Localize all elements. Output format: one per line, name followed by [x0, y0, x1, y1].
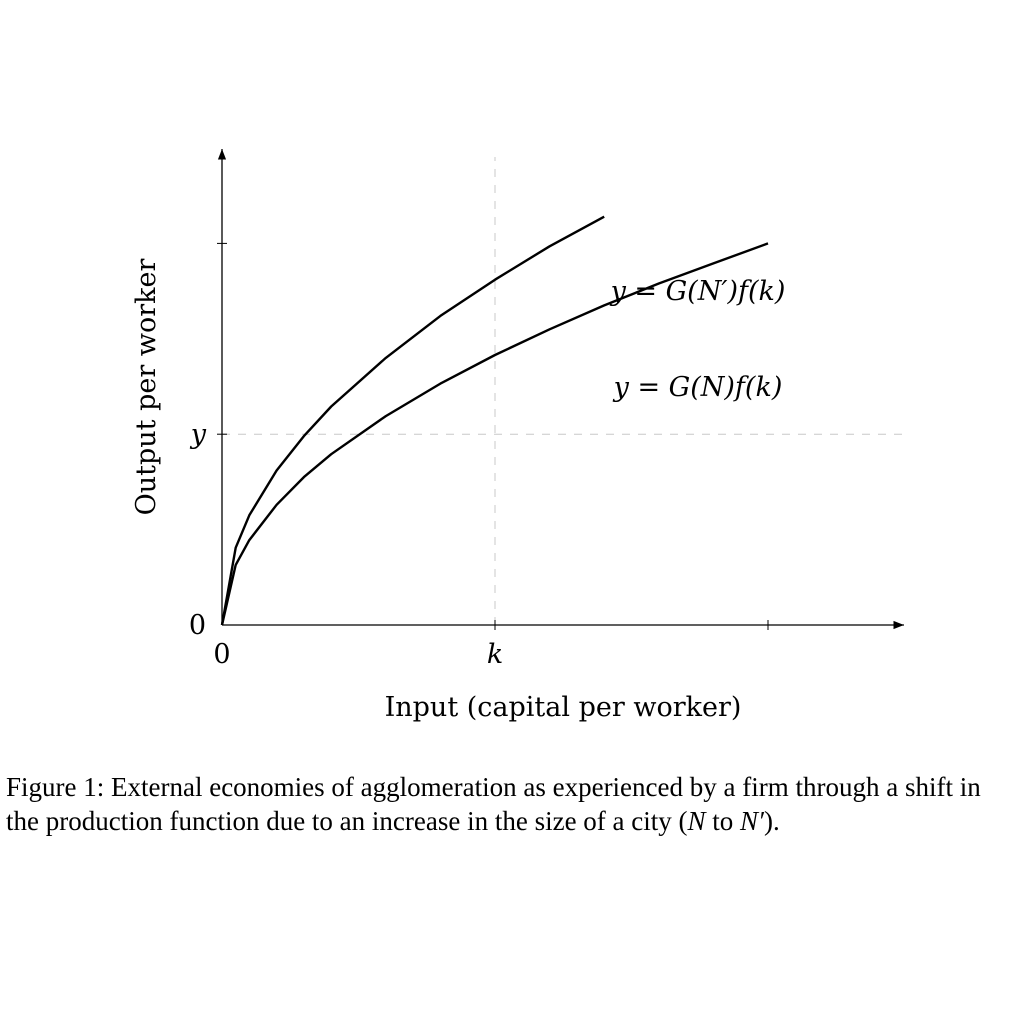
- caption-text: External economies of agglomeration as e…: [6, 772, 981, 836]
- x-tick-label-1: k: [487, 639, 503, 670]
- axis-ticks: [217, 242, 769, 630]
- chart: 0 k 0 y y = G(N′)f(k) y = G(N)f(k) Input (ca…: [131, 149, 904, 723]
- axes: [217, 149, 904, 630]
- caption-var-n: N: [687, 806, 706, 836]
- y-tick-label-0: 0: [189, 610, 206, 641]
- x-axis-label: Input (capital per worker): [385, 692, 742, 723]
- reference-lines: [222, 157, 904, 625]
- caption-label: Figure 1:: [6, 772, 105, 802]
- axis-tick-labels: 0 k 0 y: [189, 419, 503, 670]
- curve-labels: y = G(N′)f(k) y = G(N)f(k): [610, 276, 786, 403]
- series-line-1: [220, 242, 769, 626]
- x-tick-label-0: 0: [213, 639, 230, 670]
- curve-label-1: y = G(N)f(k): [613, 372, 783, 403]
- y-axis-label: Output per worker: [131, 259, 162, 516]
- figure-caption: Figure 1: External economies of agglomer…: [6, 770, 1020, 838]
- caption-end: ).: [763, 806, 780, 836]
- series-lines: [220, 215, 769, 626]
- caption-var-n-prime: N′: [740, 806, 764, 836]
- caption-to: to: [705, 806, 741, 836]
- series-line-0: [220, 215, 605, 626]
- curve-label-0: y = G(N′)f(k): [610, 276, 786, 307]
- y-tick-label-1: y: [190, 419, 207, 450]
